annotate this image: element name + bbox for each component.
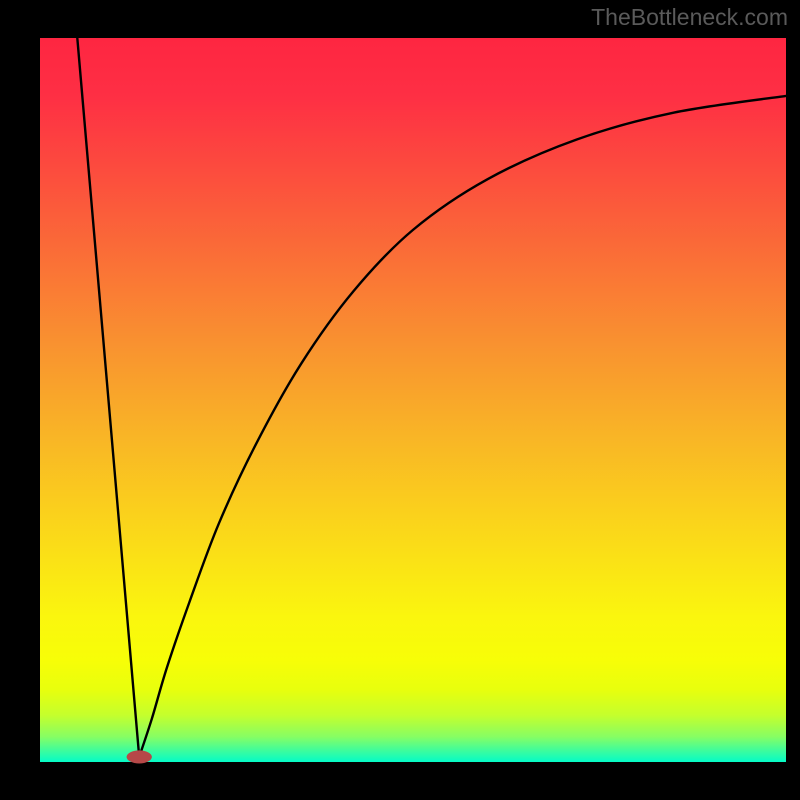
- chart-container: TheBottleneck.com: [0, 0, 800, 800]
- watermark-text: TheBottleneck.com: [591, 4, 788, 31]
- bottleneck-chart: [0, 0, 800, 800]
- chart-plot-background: [40, 38, 786, 762]
- minimum-marker: [127, 750, 152, 763]
